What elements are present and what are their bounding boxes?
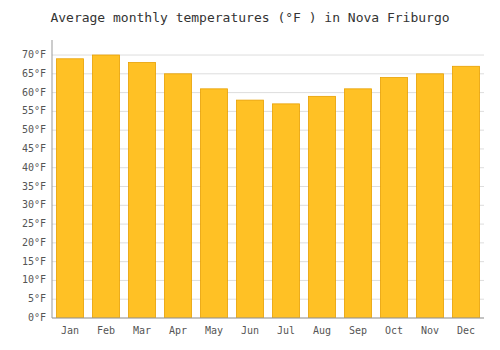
bar (57, 59, 84, 318)
bar (165, 74, 192, 318)
y-tick-label: 35°F (22, 181, 46, 192)
x-tick-label: Sep (349, 325, 367, 336)
x-tick-label: Feb (97, 325, 115, 336)
bar (417, 74, 444, 318)
y-tick-label: 40°F (22, 162, 46, 173)
y-tick-label: 65°F (22, 68, 46, 79)
x-tick-label: Oct (385, 325, 403, 336)
x-tick-label: Jun (241, 325, 259, 336)
y-tick-label: 45°F (22, 143, 46, 154)
x-tick-label: May (205, 325, 223, 336)
y-tick-labels: 0°F 5°F 10°F 15°F 20°F 25°F 30°F 35°F 40°F 45°F 50… (22, 49, 46, 323)
bar (273, 104, 300, 318)
y-tick-label: 30°F (22, 199, 46, 210)
x-tick-labels: Jan Feb Mar Apr May Jun Jul Aug Sep Oct Nov Dec (61, 325, 475, 336)
x-tick-label: Nov (421, 325, 439, 336)
y-tick-label: 15°F (22, 256, 46, 267)
y-grid (52, 55, 484, 318)
y-tick-label: 10°F (22, 274, 46, 285)
x-axis-line (52, 318, 484, 319)
y-axis-line (52, 40, 53, 318)
bar (201, 89, 228, 318)
chart-svg: 0°F 5°F 10°F 15°F 20°F 25°F 30°F 35°F 40°F 45°F 50… (0, 0, 500, 350)
y-tick-label: 0°F (28, 312, 46, 323)
x-tick-label: Jul (277, 325, 295, 336)
y-tick-label: 25°F (22, 218, 46, 229)
y-tick-label: 70°F (22, 49, 46, 60)
y-tick-label: 20°F (22, 237, 46, 248)
bar (309, 96, 336, 318)
y-tick-label: 50°F (22, 124, 46, 135)
y-tick-label: 5°F (28, 293, 46, 304)
bar (129, 63, 156, 318)
x-tick-label: Apr (169, 325, 187, 336)
x-tick-label: Mar (133, 325, 151, 336)
x-tick-label: Aug (313, 325, 331, 336)
bar (93, 55, 120, 318)
bar (237, 100, 264, 318)
x-tick-label: Jan (61, 325, 79, 336)
bars (57, 55, 480, 318)
bar (381, 78, 408, 318)
chart-title: Average monthly temperatures (°F ) in No… (50, 10, 449, 25)
grid-line (52, 318, 484, 319)
chart-container: 0°F 5°F 10°F 15°F 20°F 25°F 30°F 35°F 40°F 45°F 50… (0, 0, 500, 350)
bar (453, 66, 480, 318)
x-tick-label: Dec (457, 325, 475, 336)
bar (345, 89, 372, 318)
y-tick-label: 55°F (22, 105, 46, 116)
y-tick-label: 60°F (22, 87, 46, 98)
